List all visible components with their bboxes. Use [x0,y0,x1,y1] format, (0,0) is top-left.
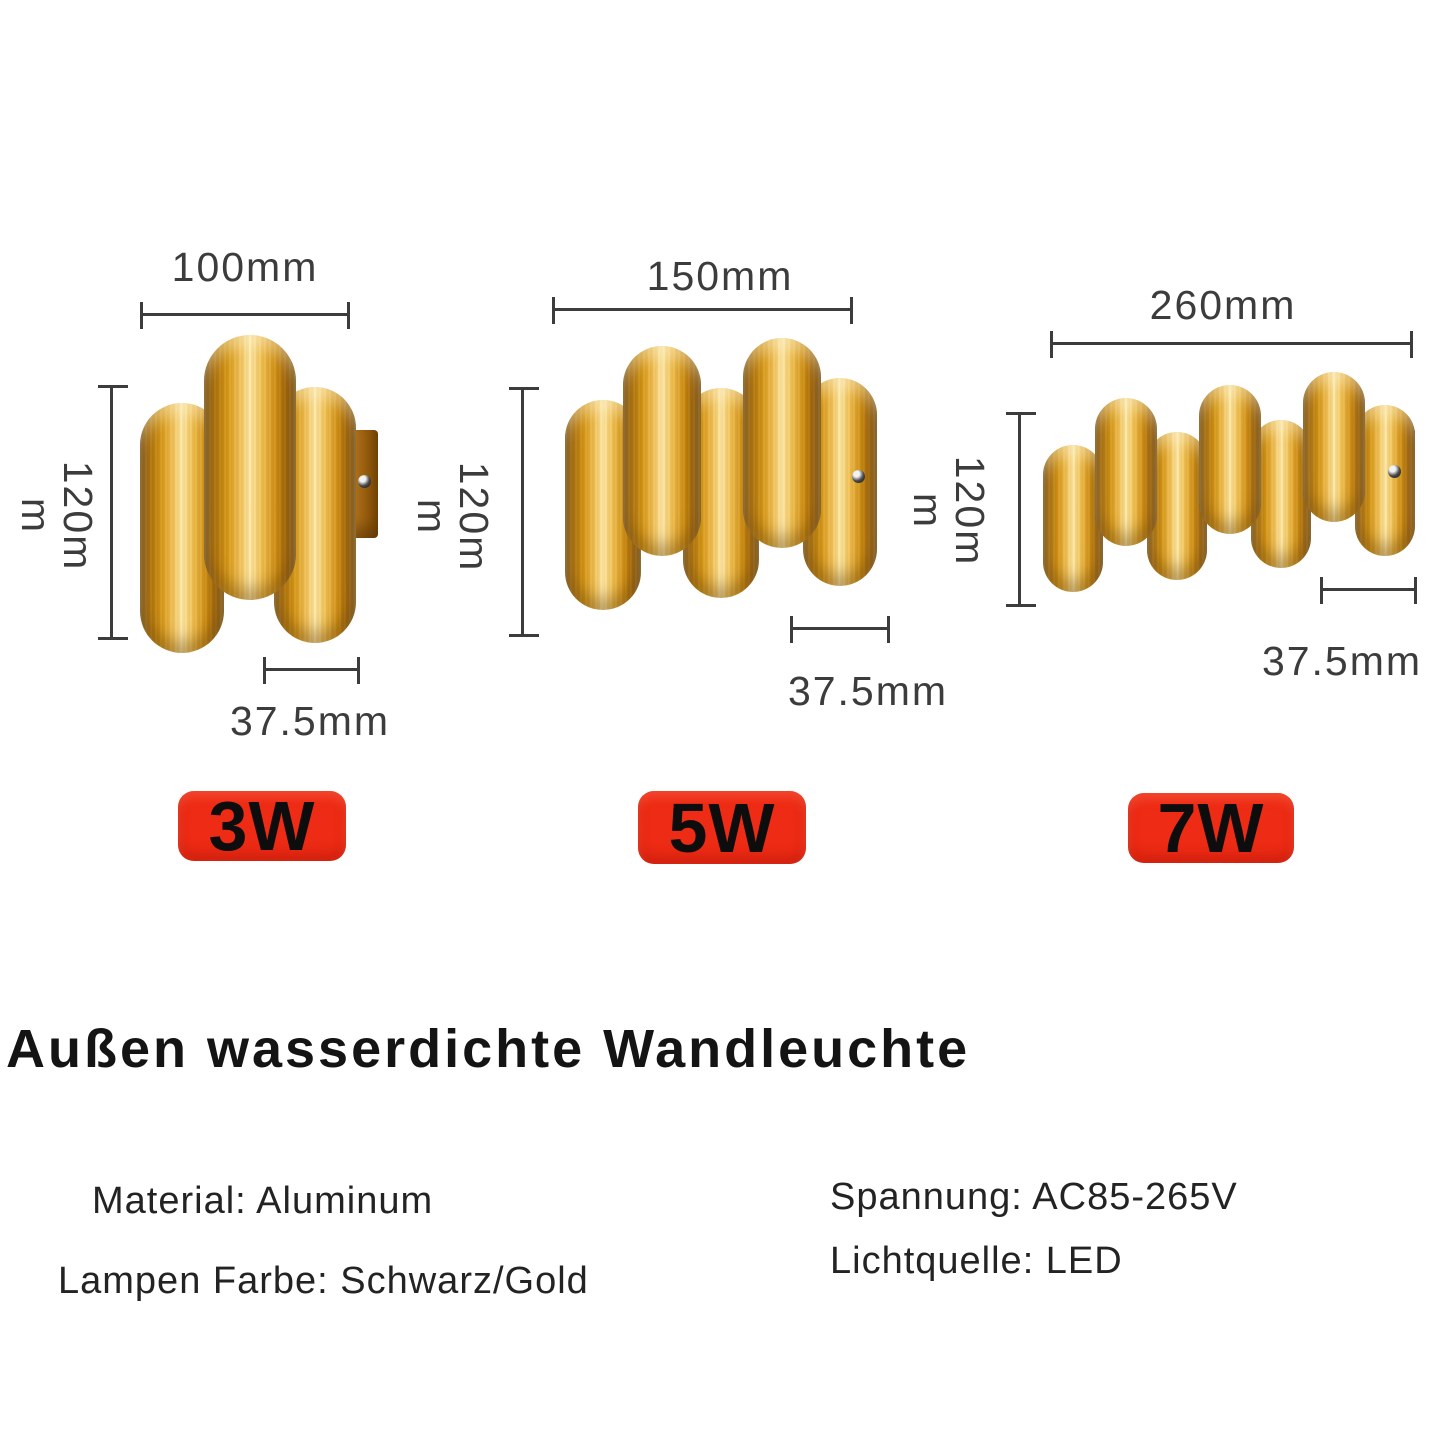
lamp-tube [623,346,701,556]
width-dimension-label: 150mm [646,253,794,299]
width-dimension-line [140,302,350,329]
spec-lamp-color: Lampen Farbe: Schwarz/Gold [58,1260,589,1302]
width-dimension-line [1050,331,1413,358]
lamp-tube [1043,445,1103,592]
lamp-tube [1095,398,1157,546]
spec-light-source: Lichtquelle: LED [830,1240,1123,1282]
width-dimension-label: 100mm [171,244,319,290]
height-dimension-label: 120m m [904,455,993,567]
lamp-tube [1303,372,1365,522]
lamp-tube [1199,385,1261,534]
lamp-tube [1355,405,1415,556]
power-badge-5w: 5W [638,791,806,864]
height-dimension-line [98,385,128,640]
depth-dimension-line [263,657,360,684]
mount-screw [358,475,371,488]
depth-dimension-label: 37.5mm [787,668,949,714]
depth-dimension-label: 37.5mm [229,698,391,744]
lamp-photo-7w [1043,360,1415,592]
depth-dimension-line [1320,577,1417,604]
power-badge-7w: 7W [1128,793,1294,863]
height-dimension-label: 120m m [12,460,101,572]
lamp-photo-3w [140,335,378,655]
spec-voltage: Spannung: AC85-265V [830,1176,1238,1218]
mount-screw [852,470,865,483]
spec-material: Material: Aluminum [92,1180,434,1222]
mount-screw [1388,465,1401,478]
height-dimension-line [509,387,539,637]
product-title: Außen wasserdichte Wandleuchte [6,1019,971,1079]
lamp-tube [1251,420,1311,568]
height-dimension-line [1006,412,1036,607]
lamp-photo-5w [565,338,877,610]
lamp-tube [204,335,296,600]
lamp-tube [1147,432,1207,580]
width-dimension-label: 260mm [1149,282,1297,328]
depth-dimension-label: 37.5mm [1261,638,1423,684]
power-badge-3w: 3W [178,791,346,861]
width-dimension-line [552,297,853,324]
lamp-tube [743,338,821,548]
depth-dimension-line [790,616,890,643]
height-dimension-label: 120m m [408,461,497,573]
